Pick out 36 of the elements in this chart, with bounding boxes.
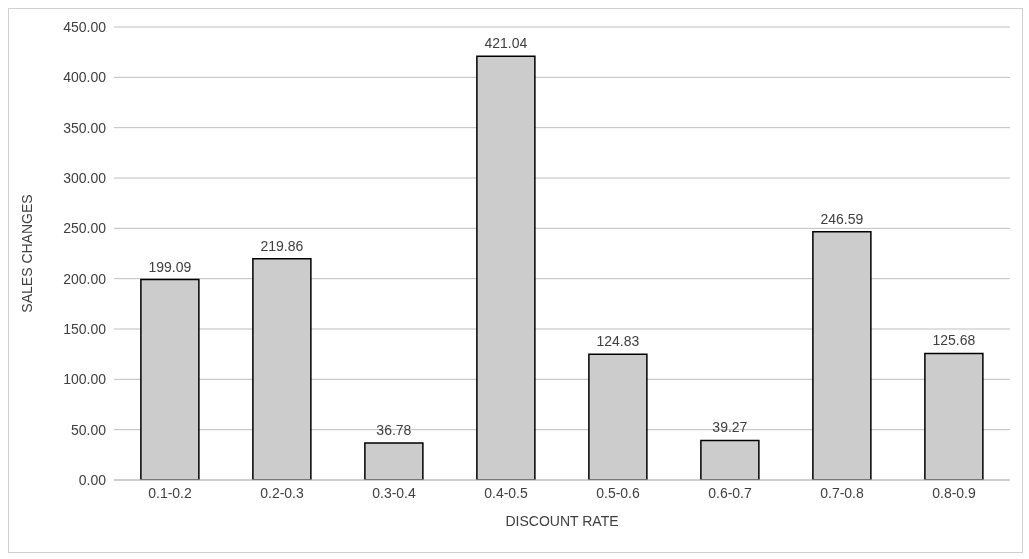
y-tick-label: 150.00 xyxy=(63,320,107,337)
x-tick-label: 0.2-0.3 xyxy=(260,484,304,501)
data-label: 199.09 xyxy=(148,258,192,275)
y-tick-label: 100.00 xyxy=(63,371,107,388)
bar xyxy=(252,257,312,480)
bar xyxy=(364,442,424,480)
y-axis-title: SALES CHANGES xyxy=(18,194,35,313)
bar xyxy=(924,352,984,480)
x-tick-label: 0.6-0.7 xyxy=(708,484,752,501)
data-label: 39.27 xyxy=(712,419,748,436)
y-tick-label: 50.00 xyxy=(70,421,107,438)
bar xyxy=(140,278,200,480)
y-tick-label: 350.00 xyxy=(63,119,107,136)
bar xyxy=(812,231,872,480)
bar xyxy=(476,55,536,480)
data-label: 421.04 xyxy=(484,35,528,52)
y-tick-label: 200.00 xyxy=(63,270,107,287)
x-tick-label: 0.7-0.8 xyxy=(820,484,864,501)
y-tick-label: 250.00 xyxy=(63,220,107,237)
data-label: 36.78 xyxy=(376,421,412,438)
x-axis-title: DISCOUNT RATE xyxy=(505,513,619,529)
x-tick-label: 0.1-0.2 xyxy=(148,484,192,501)
data-label: 125.68 xyxy=(932,332,976,349)
bar xyxy=(588,353,648,480)
data-label: 124.83 xyxy=(596,333,640,350)
data-label: 219.86 xyxy=(260,237,304,254)
y-tick-label: 450.00 xyxy=(63,18,107,35)
bar xyxy=(700,439,760,480)
data-label: 246.59 xyxy=(820,210,864,227)
y-tick-label: 300.00 xyxy=(63,169,107,186)
x-tick-label: 0.5-0.6 xyxy=(596,484,640,501)
y-tick-label: 400.00 xyxy=(63,69,107,86)
y-tick-label: 0.00 xyxy=(78,471,107,488)
x-tick-label: 0.8-0.9 xyxy=(932,484,976,501)
x-tick-label: 0.4-0.5 xyxy=(484,484,528,501)
x-tick-label: 0.3-0.4 xyxy=(372,484,416,501)
